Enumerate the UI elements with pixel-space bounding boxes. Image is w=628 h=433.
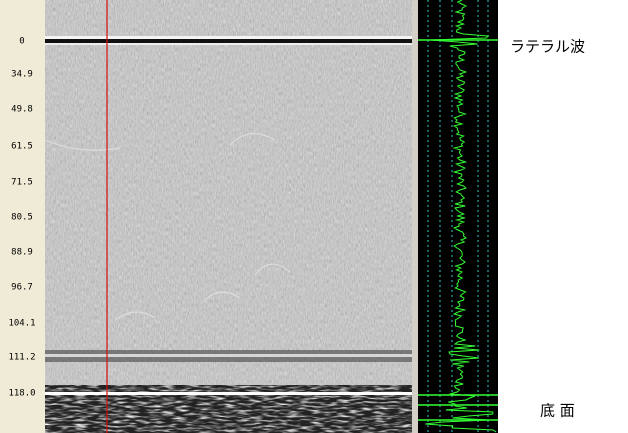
annotation: 底 面	[540, 402, 575, 420]
depth-label: 111.2	[8, 353, 35, 363]
depth-label: 80.5	[11, 213, 33, 223]
a-scan-panel	[418, 0, 498, 433]
depth-label: 96.7	[11, 283, 33, 293]
screen: 0 34.9 49.8 61.5 71.5 80.5 88.9 96.7 104.1 111.2 1…	[0, 0, 628, 433]
b-scan-image	[45, 0, 412, 433]
depth-label: 0	[19, 37, 24, 47]
depth-label: 104.1	[8, 319, 35, 329]
depth-label: 34.9	[11, 70, 33, 80]
annotation: ラテラル波	[510, 38, 585, 56]
depth-label: 71.5	[11, 178, 33, 188]
depth-label: 88.9	[11, 248, 33, 258]
depth-label: 49.8	[11, 105, 33, 115]
splitter	[412, 0, 418, 433]
depth-label: 61.5	[11, 142, 33, 152]
depth-label: 118.0	[8, 389, 35, 399]
tofd-view: 0 34.9 49.8 61.5 71.5 80.5 88.9 96.7 104.1 111.2 1…	[0, 0, 628, 433]
